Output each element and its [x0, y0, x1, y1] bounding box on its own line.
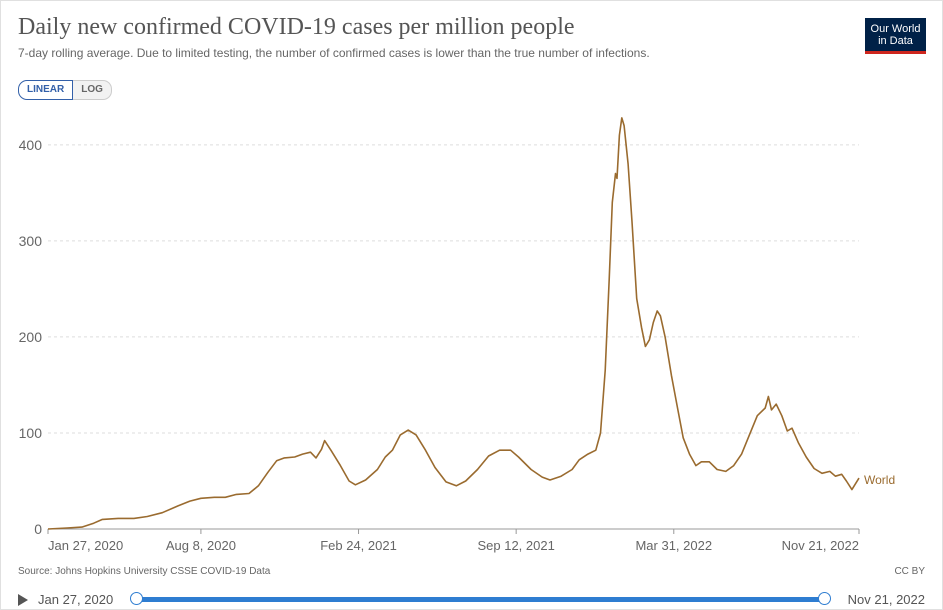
x-tick-label-1: Aug 8, 2020	[166, 538, 236, 553]
play-icon[interactable]	[18, 594, 28, 606]
timeline-track[interactable]	[136, 597, 824, 602]
series-line-world	[47, 117, 860, 530]
logo-line-1: Our World	[870, 23, 921, 35]
linear-scale-button[interactable]: LINEAR	[18, 80, 74, 100]
timeline-end-handle[interactable]	[818, 592, 831, 605]
timeline-start-handle[interactable]	[130, 592, 143, 605]
logo-line-2: in Data	[878, 35, 913, 47]
scale-toggle: LINEAR LOG	[18, 80, 112, 100]
x-tick-label-3: Sep 12, 2021	[477, 538, 554, 553]
log-scale-button[interactable]: LOG	[73, 80, 112, 100]
source-note[interactable]: Source: Johns Hopkins University CSSE CO…	[18, 566, 271, 577]
x-tick-label-0: Jan 27, 2020	[48, 538, 123, 553]
timeline-end-label: Nov 21, 2022	[847, 592, 925, 607]
timeline: Jan 27, 2020 Nov 21, 2022	[18, 590, 925, 610]
y-tick-label-100: 100	[19, 425, 43, 441]
x-tick-label-5: Nov 21, 2022	[782, 538, 859, 553]
y-tick-label-400: 400	[19, 137, 43, 153]
timeline-start-label: Jan 27, 2020	[38, 592, 114, 607]
license-label[interactable]: CC BY	[894, 566, 925, 577]
chart-subtitle: 7-day rolling average. Due to limited te…	[18, 46, 650, 60]
y-tick-label-300: 300	[19, 233, 43, 249]
x-tick-label-2: Feb 24, 2021	[320, 538, 397, 553]
series-label-world: World	[864, 473, 895, 487]
y-tick-label-0: 0	[34, 521, 42, 537]
y-tick-label-200: 200	[19, 329, 43, 345]
x-tick-label-4: Mar 31, 2022	[635, 538, 712, 553]
owid-logo[interactable]: Our World in Data	[865, 18, 926, 54]
chart-title: Daily new confirmed COVID-19 cases per m…	[18, 14, 575, 40]
